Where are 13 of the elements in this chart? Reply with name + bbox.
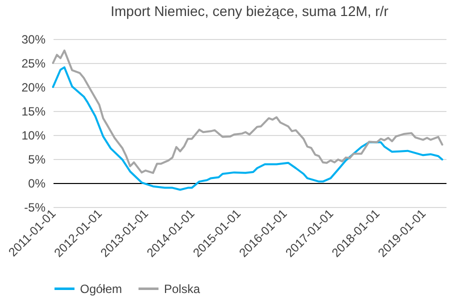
y-tick-label: 25% <box>21 56 46 70</box>
line-series <box>52 66 444 191</box>
y-tick-label: -5% <box>24 200 46 214</box>
line-series <box>52 50 444 174</box>
y-tick-label: 30% <box>21 32 46 46</box>
y-tick-label: 0% <box>28 176 46 190</box>
y-tick-label: 15% <box>21 104 46 118</box>
y-tick-label: 5% <box>28 152 46 166</box>
chart-title: Import Niemiec, ceny bieżące, suma 12M, r/r <box>110 3 389 19</box>
legend-label: Polska <box>164 282 200 296</box>
y-tick-label: 10% <box>21 128 46 142</box>
legend-label: Ogółem <box>80 282 122 296</box>
y-tick-label: 20% <box>21 80 46 94</box>
